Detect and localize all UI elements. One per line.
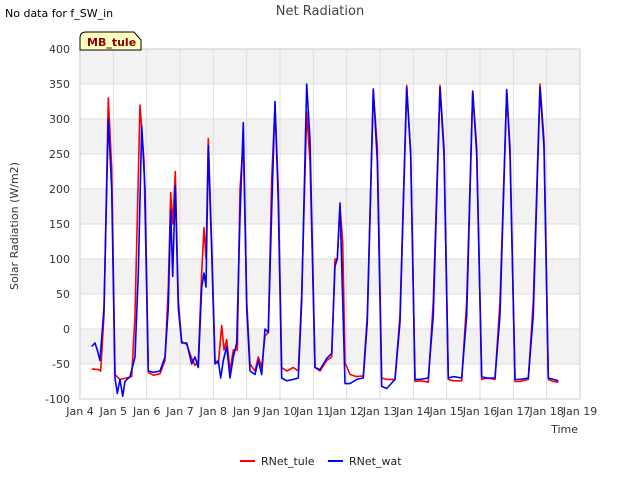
legend-label-rnet-wat: RNet_wat [349,455,402,468]
y-tick-label: 350 [49,78,70,91]
x-axis-ticks: Jan 4 Jan 5 Jan 6 Jan 7 Jan 8 Jan 9 Jan 10Jan … [65,405,597,418]
y-tick-label: 0 [63,323,70,336]
x-tick-label: Jan 11 [295,405,330,418]
x-tick-label: Jan 9 [232,405,260,418]
y-tick-label: 300 [49,113,70,126]
series-lines [91,83,559,397]
y-tick-label: -50 [52,358,70,371]
y-tick-label: -100 [45,393,70,406]
plot-band [80,364,580,399]
station-label-box: MB_tule [79,31,142,51]
plot-band [80,224,580,259]
x-tick-label: Jan 19 [562,405,597,418]
x-tick-label: Jan 18 [528,405,563,418]
plot-band [80,189,580,224]
y-tick-label: 200 [49,183,70,196]
x-tick-label: Jan 15 [428,405,463,418]
plot-bands [80,49,580,399]
plot-band [80,294,580,329]
y-axis-title: Solar Radiation (W/m2) [8,162,21,290]
x-tick-label: Jan 16 [462,405,497,418]
plot-band [80,119,580,154]
y-axis-ticks: -100 -50 0 50 100 150 200 250 300 350 400 [45,43,70,406]
x-tick-label: Jan 8 [199,405,227,418]
plot-band [80,259,580,294]
x-tick-label: Jan 6 [132,405,160,418]
legend-label-rnet-tule: RNet_tule [261,455,315,468]
no-data-notice: No data for f_SW_in [5,7,114,20]
plot-border [79,48,581,400]
station-label-bg [79,31,142,51]
x-tick-label: Jan 4 [65,405,93,418]
y-tick-label: 400 [49,43,70,56]
x-tick-label: Jan 13 [362,405,397,418]
y-tick-label: 50 [56,288,70,301]
x-tick-label: Jan 10 [262,405,297,418]
x-tick-label: Jan 14 [395,405,430,418]
x-tick-label: Jan 17 [495,405,530,418]
x-tick-label: Jan 5 [99,405,127,418]
y-tick-label: 100 [49,253,70,266]
plot-band [80,84,580,119]
station-label: MB_tule [87,36,136,49]
y-tick-label: 150 [49,218,70,231]
x-tick-label: Jan 7 [165,405,193,418]
plot-band [80,154,580,189]
x-tick-label: Jan 12 [328,405,363,418]
y-tick-label: 250 [49,148,70,161]
x-axis-title: Time [550,423,578,436]
plot-band [80,49,580,84]
series-line-rnet-wat [91,83,559,397]
chart-title: Net Radiation [276,4,364,19]
legend: RNet_tule RNet_wat [240,455,402,468]
